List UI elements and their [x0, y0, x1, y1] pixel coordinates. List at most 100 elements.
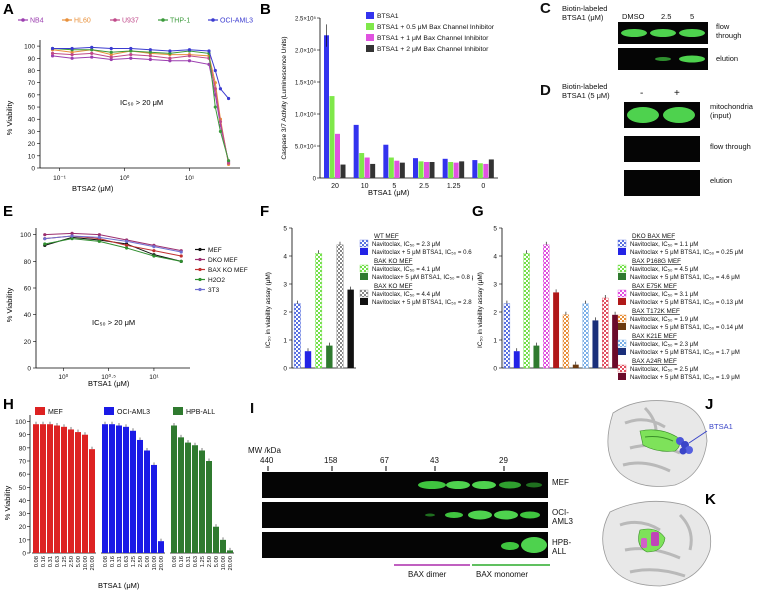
panel-f-legend-label: Navitoclax + 5 μM BTSA1, IC₅₀ = 0.6 μM: [372, 249, 473, 256]
panel-f-bar: [336, 244, 344, 369]
panel-h-bar: [61, 426, 67, 553]
panel-h-bar: [220, 539, 226, 553]
panel-a-xtick-label: 10⁰: [120, 174, 130, 182]
panel-g-ytick-label: 1: [493, 338, 497, 345]
panel-h-dose-label: 0.16: [41, 556, 47, 567]
panel-e-legend-marker: [198, 247, 202, 252]
panel-g-ylabel: IC₅₀ in viability assay (μM): [477, 272, 484, 348]
panel-h-legend: MEF OCI-AML3 HPB-ALL: [35, 407, 215, 416]
panel-b-bar: [453, 162, 459, 178]
mw-marker-158: 158: [324, 456, 338, 465]
panel-i: I MW /kDa 440 158 67 43 29 MEF OCI-AML3 …: [248, 400, 578, 592]
panel-j: J BTSA1: [607, 396, 733, 487]
panel-d-title: Biotin-labeled BTSA1 (5 μM): [562, 82, 610, 100]
panel-h-dose-label: 10.00: [221, 556, 227, 571]
btsa1-pointer: [688, 430, 708, 444]
panel-a-data-point: [226, 159, 231, 163]
panel-a-data-point: [148, 57, 152, 62]
panel-b-legend-label: BTSA1 + 2 μM Bax Channel Inhibitor: [377, 46, 489, 53]
panel-h-dose-label: 20.00: [228, 556, 234, 571]
panel-g-bar: [513, 351, 520, 368]
panel-g-legend-label: Navitoclax, IC₅₀ = 2.3 μM: [630, 341, 698, 348]
panel-e: E 0 20 40 60 80 100 10⁰ 10⁰·⁵ 10¹ MEF DKO MEF BAX …: [3, 203, 248, 388]
panel-h-dose-label: 1.25: [200, 556, 206, 567]
panel-f-bar: [347, 289, 354, 368]
panel-b-category-label: 2.5: [419, 183, 429, 190]
panel-g-bar: [533, 345, 540, 368]
panel-a-data-point: [148, 48, 152, 52]
panel-e-data-point: [43, 242, 47, 246]
panel-a-ytick-label: 20: [28, 141, 36, 148]
panel-h-ytick-label: 0: [22, 551, 26, 558]
panel-f-ytick-label: 3: [283, 282, 287, 289]
panel-g-legend-label: Navitoclax + 5 μM BTSA1, IC₅₀ = 0.13 μM: [630, 299, 743, 306]
panel-a-data-point: [129, 53, 133, 57]
panel-h-bar: [171, 425, 177, 553]
panel-a-series-line: [52, 52, 230, 164]
panel-e-data-point: [70, 237, 74, 241]
panel-e-data-point: [70, 234, 74, 238]
panel-b-legend-swatch: [366, 12, 374, 19]
panel-h-bar: [227, 550, 233, 553]
panel-a-ytick-label: 90: [28, 56, 36, 63]
panel-h-dose-label: 5.00: [145, 556, 151, 567]
panel-e-xlabel: BTSA1 (μM): [88, 379, 130, 388]
panel-h-letter: H: [3, 396, 14, 413]
panel-g-ytick-label: 2: [493, 310, 497, 317]
panel-h-dose-label: 1.25: [62, 556, 68, 567]
panel-b-bar: [335, 133, 340, 178]
panel-f-group-title: BAK KO MEF: [374, 258, 413, 265]
panel-a-data-point: [70, 53, 74, 57]
panel-h-ytick-label: 10: [19, 537, 27, 544]
panel-b-bar: [388, 157, 394, 178]
panel-b-bar: [424, 162, 429, 178]
panel-b-ytick-label: 2.0×10⁵: [295, 48, 317, 55]
panel-e-data-point: [179, 254, 183, 258]
panel-h-dose-label: 1.25: [131, 556, 137, 567]
panel-h-bar: [206, 461, 212, 553]
panel-e-xtick-label: 10⁰: [58, 373, 68, 381]
panel-e-data-point: [97, 233, 101, 237]
panel-f-plot: 0 1 2 3 4 5: [283, 226, 356, 373]
panel-e-data-point: [152, 245, 156, 249]
panel-a-ytick-label: 100: [24, 44, 35, 51]
panel-g-bar: [602, 297, 609, 369]
panel-c-row-2: elution: [716, 54, 739, 63]
panel-e-legend-label: BAX KO MEF: [208, 267, 248, 274]
panel-d-blot: [624, 102, 700, 196]
panel-a-legend-label: OCI-AML3: [220, 18, 253, 25]
panel-h-dose-label: 0.16: [179, 556, 185, 567]
panel-a-xtick-label: 10⁻¹: [53, 175, 67, 182]
panel-h-legend-swatch: [104, 407, 114, 415]
dimer-bracket: [394, 564, 470, 566]
panel-c-blot: [618, 22, 708, 70]
panel-b-bar: [340, 164, 346, 178]
panel-h-dose-label: 0.31: [117, 556, 123, 567]
panel-g-ytick-label: 5: [493, 226, 497, 233]
panel-h-ytick-label: 30: [19, 511, 27, 518]
panel-a-data-point: [218, 87, 223, 91]
panel-i-monomer-label: BAX monomer: [476, 570, 529, 579]
panel-h-legend-swatch: [35, 407, 45, 415]
panel-b-bar: [488, 159, 494, 178]
panel-k: K: [602, 491, 716, 587]
panel-e-data-point: [179, 259, 183, 263]
panel-e-legend-label: MEF: [208, 247, 222, 254]
panel-h: H MEF OCI-AML3 HPB-ALL 0 10 20 30 40 50 60 70 80 90…: [3, 396, 234, 590]
panel-a-data-point: [109, 53, 113, 57]
panel-c: C Biotin-labeled BTSA1 (μM) DMSO 2.5 5 f…: [540, 0, 765, 75]
panel-b-bar: [459, 161, 465, 178]
panel-f-legend-label: Navitoclax, IC₅₀ = 4.1 μM: [372, 266, 440, 273]
panel-h-ytick-label: 100: [15, 419, 26, 426]
panel-b-ytick-label: 5.0×10⁴: [295, 144, 317, 151]
panel-h-bar: [151, 464, 157, 553]
panel-g-group-title: DKO BAX MEF: [632, 233, 675, 240]
panel-e-ytick-label: 20: [24, 339, 32, 346]
panel-a-ytick-label: 10: [28, 153, 36, 160]
panel-e-xtick-label: 10⁰·⁵: [101, 373, 116, 381]
panel-h-dose-label: 0.16: [110, 556, 116, 567]
panel-b-bar: [413, 158, 418, 178]
panel-h-bar: [68, 429, 74, 553]
panel-h-dose-label: 0.63: [124, 556, 130, 567]
panel-a-ytick-label: 30: [28, 129, 36, 136]
